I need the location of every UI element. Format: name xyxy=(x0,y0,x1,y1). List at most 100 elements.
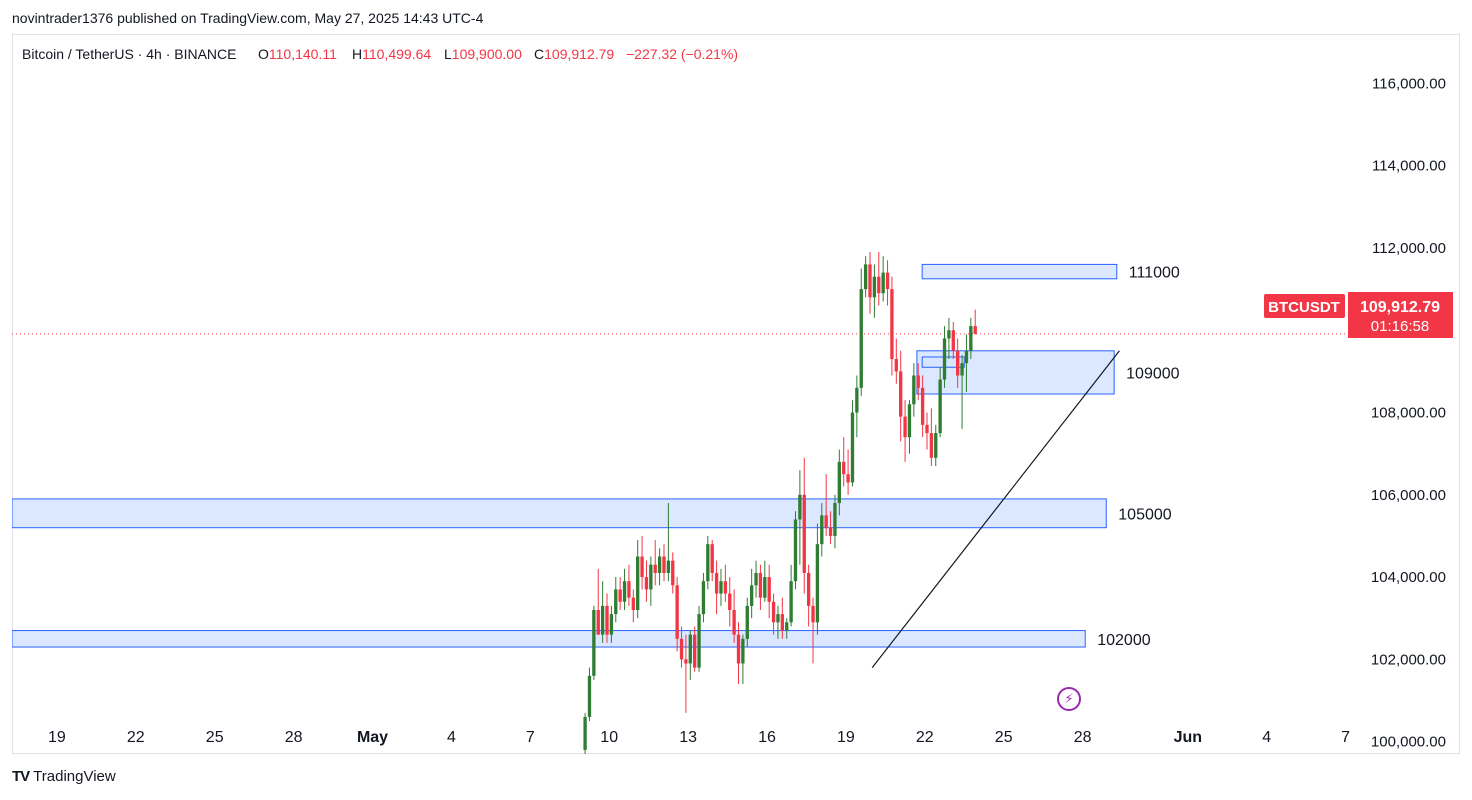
candle xyxy=(925,412,929,450)
close-value: 109,912.79 xyxy=(544,46,614,62)
candle-body xyxy=(644,577,649,590)
candle xyxy=(732,589,736,643)
candle xyxy=(868,252,872,314)
price-tick-label: 112,000.00 xyxy=(1372,240,1446,257)
flash-icon[interactable]: ⚡ xyxy=(1057,687,1081,711)
candle xyxy=(719,568,723,606)
candle-body xyxy=(666,560,671,573)
candle-body xyxy=(894,359,898,372)
time-tick-label: 25 xyxy=(206,729,224,746)
candle xyxy=(627,564,631,606)
candle-body xyxy=(653,564,657,573)
candle-body xyxy=(828,527,833,536)
candle-body xyxy=(789,581,793,623)
candle xyxy=(697,605,701,672)
candle-body xyxy=(956,350,960,376)
time-tick-label: 28 xyxy=(1074,729,1092,746)
candle-body xyxy=(679,638,684,660)
candle-body xyxy=(850,412,855,483)
candle xyxy=(657,548,662,586)
candle-body xyxy=(855,387,859,413)
candle-body xyxy=(636,556,640,610)
candle-body xyxy=(885,272,890,290)
candle-body xyxy=(776,614,780,623)
brand-name: TradingView xyxy=(33,768,116,785)
candle xyxy=(811,597,815,664)
candle xyxy=(899,350,903,442)
zone-109000[interactable] xyxy=(916,350,1115,395)
open-value: 110,140.11 xyxy=(269,46,337,62)
candle-body xyxy=(868,264,872,298)
candle xyxy=(802,457,806,594)
candle xyxy=(583,712,587,754)
candle xyxy=(890,276,894,376)
candle-body xyxy=(824,515,828,528)
candle-body xyxy=(714,572,719,594)
candle xyxy=(684,634,688,713)
candle xyxy=(679,626,684,668)
high-value: 110,499.64 xyxy=(362,46,431,62)
candle xyxy=(912,363,916,417)
zone-label-109000: 109000 xyxy=(1126,365,1179,382)
last-price-tag[interactable]: 109,912.79 01:16:58 xyxy=(1348,292,1453,338)
candle-body xyxy=(771,601,776,623)
candle xyxy=(960,354,964,429)
candle xyxy=(859,268,863,397)
candle-body xyxy=(614,589,618,615)
open-label: O xyxy=(258,46,269,62)
candle xyxy=(920,375,925,438)
close-label: C xyxy=(534,46,544,62)
candle xyxy=(850,400,855,487)
candle-body xyxy=(618,589,622,602)
candle-body xyxy=(728,593,732,610)
candle xyxy=(618,577,622,610)
zone-label-105000: 105000 xyxy=(1118,506,1171,523)
svg-text:O110,140.11: O110,140.11 xyxy=(258,46,337,62)
candle xyxy=(934,424,938,466)
zone-111000[interactable] xyxy=(921,263,1118,280)
candle-body xyxy=(749,585,754,606)
trendline[interactable] xyxy=(871,350,1120,668)
zone-102000[interactable] xyxy=(12,630,1086,648)
zone-105000[interactable] xyxy=(12,498,1107,529)
candle xyxy=(614,577,618,623)
price-chart[interactable]: 111000 109000 105000 102000 100,000.00 102,0… xyxy=(12,34,1460,754)
candle xyxy=(780,597,785,639)
candle xyxy=(675,577,679,652)
candle-body xyxy=(710,544,714,573)
candle xyxy=(592,605,596,680)
candle xyxy=(863,256,868,298)
candle xyxy=(600,581,605,643)
candle-body xyxy=(688,634,692,664)
candle-body xyxy=(942,338,947,380)
candle xyxy=(596,568,600,635)
candle-body xyxy=(693,634,697,668)
time-tick-label: 19 xyxy=(48,729,66,746)
candle-body xyxy=(806,572,811,606)
time-tick-label: Jun xyxy=(1174,729,1202,746)
candle xyxy=(745,597,749,648)
candle-body xyxy=(912,375,916,405)
footer-brand[interactable]: TV TradingView xyxy=(12,768,116,785)
candle xyxy=(872,264,877,318)
candle xyxy=(964,334,969,392)
bar-countdown: 01:16:58 xyxy=(1371,318,1429,335)
candle-body xyxy=(815,544,820,623)
candle xyxy=(806,564,811,627)
candle-body xyxy=(719,581,723,594)
candle xyxy=(956,338,960,388)
time-tick-label: 16 xyxy=(758,729,776,746)
candle xyxy=(758,564,763,610)
candle xyxy=(951,322,955,360)
candle-body xyxy=(701,581,706,615)
candle-body xyxy=(925,424,929,434)
low-value: 109,900.00 xyxy=(452,46,522,62)
candle-body xyxy=(916,375,920,388)
candle xyxy=(631,589,635,623)
time-tick-label: 4 xyxy=(1262,729,1271,746)
ticker-tag[interactable]: BTCUSDT xyxy=(1264,294,1345,318)
candle-body xyxy=(877,276,881,294)
time-tick-label: 22 xyxy=(127,729,145,746)
candle-body xyxy=(780,614,785,631)
candle xyxy=(754,560,758,598)
